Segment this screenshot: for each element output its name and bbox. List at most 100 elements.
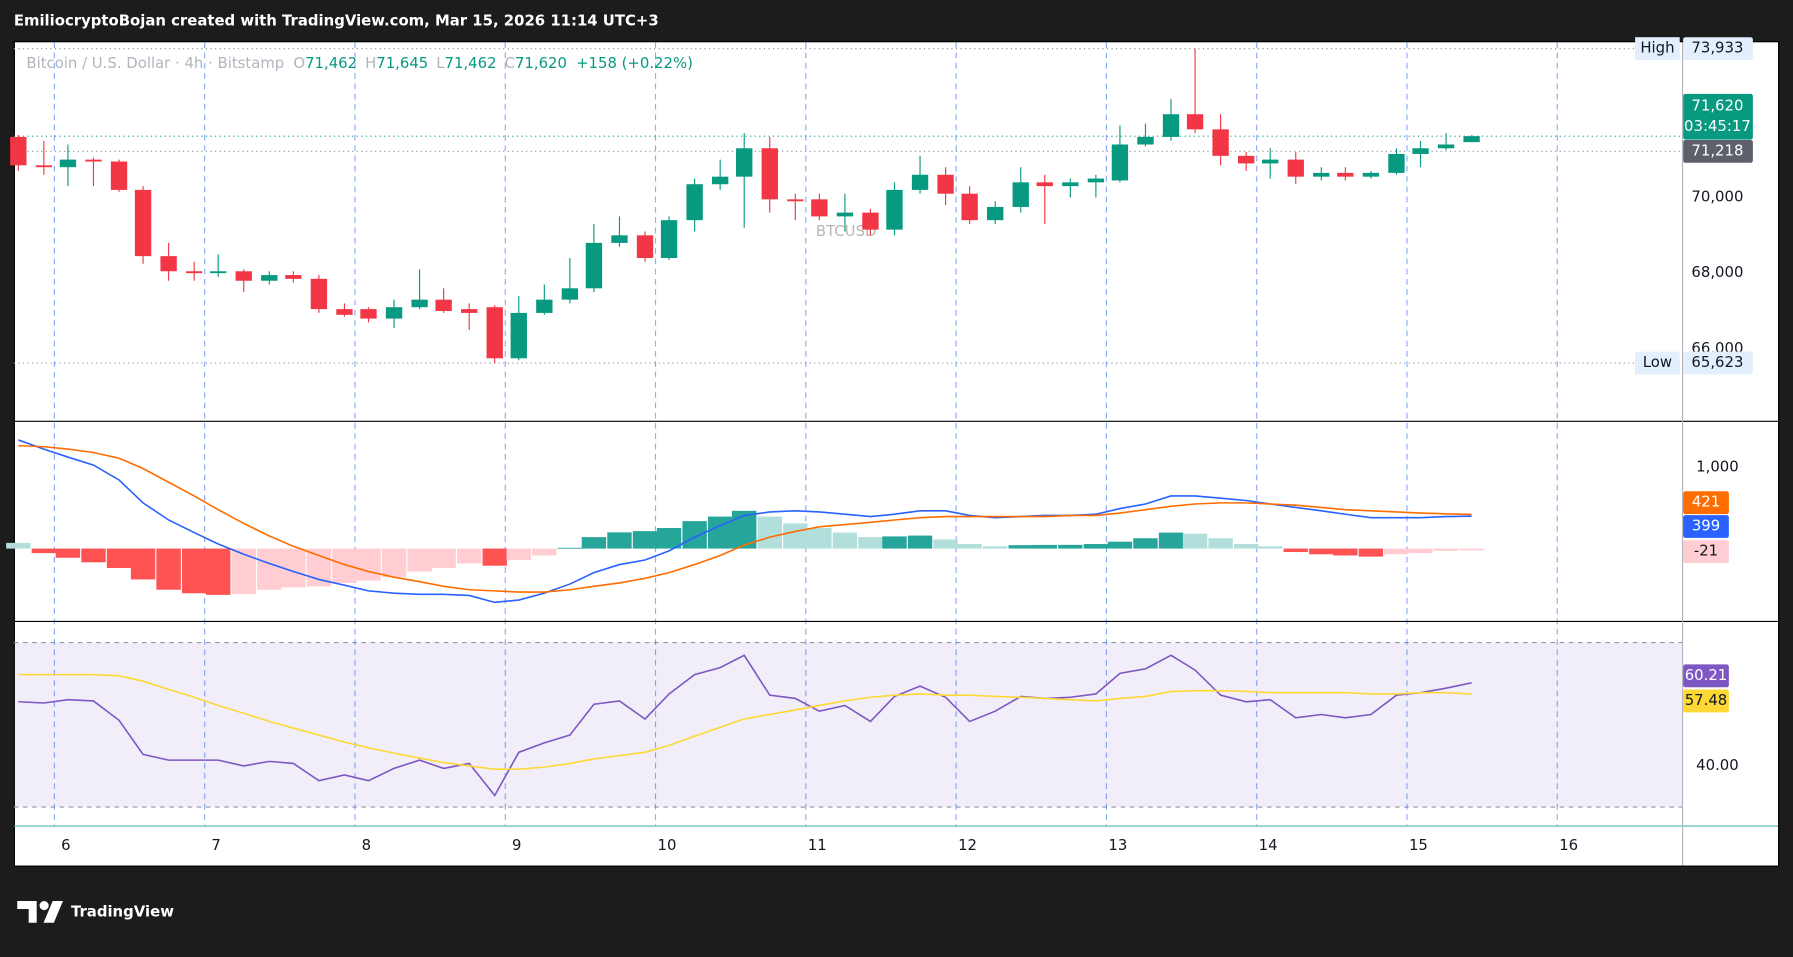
last-value-label: 421 [1692,493,1720,511]
logo-mark [17,900,37,923]
histogram-bar [1258,546,1283,549]
candle-body [937,174,954,194]
candle-body [310,278,328,310]
legend-value: 71,462 [305,54,357,72]
candle-body [1262,159,1279,164]
candle-body [160,256,177,272]
last-value-label: 60.21 [1685,666,1728,684]
candle-body [1463,136,1480,143]
candle-body [411,299,428,308]
candle-body [1337,172,1354,177]
histogram-bar [532,548,557,556]
candle-body [787,199,804,202]
histogram-bar [607,532,632,549]
x-tick-label: 10 [658,836,677,854]
legend-value: 71,645 [376,54,428,72]
candle-body [185,271,203,274]
candle-body [1111,144,1129,181]
candle-body [811,199,828,217]
price-name: High [1640,39,1674,57]
candle-body [35,165,53,168]
logo-slash [43,900,63,923]
watermark: BTCUSD [816,222,877,240]
histogram-bar [957,544,982,549]
histogram-bar [832,532,858,549]
histogram-bar [656,528,682,549]
histogram-bar [206,548,231,595]
legend-value: 71,620 [515,54,567,72]
histogram-bar [982,546,1008,549]
candle-body [987,206,1004,221]
candle-body [686,184,703,221]
x-tick-label: 16 [1559,836,1578,854]
candle-body [585,242,603,289]
histogram-bar [1058,544,1083,549]
candle-body [261,275,278,281]
candle-body [59,159,77,168]
x-tick-label: 7 [211,836,220,854]
histogram-bar [506,548,531,561]
candle-body [1036,182,1053,187]
candle-body [1162,114,1180,137]
candle-body [761,148,778,200]
histogram-bar [1107,541,1133,549]
candle-body [1237,155,1255,164]
histogram-bar [858,537,883,549]
x-tick-label: 14 [1259,836,1278,854]
candle-body [1212,129,1229,156]
histogram-bar [482,548,507,566]
candle-body [210,271,227,274]
candle-body [435,299,452,312]
candle-body [961,193,978,221]
histogram-bar [1358,548,1384,557]
y-tick-label: 40.00 [1696,756,1739,774]
candle-body [461,309,478,313]
series-line [18,439,1472,604]
candle-body [886,189,903,230]
price-name-box [1635,351,1680,375]
last-value-label: 57.48 [1685,691,1728,709]
price-label: 73,933 [1691,39,1743,57]
histogram-bar [1233,544,1259,549]
x-tick-label: 11 [808,836,827,854]
legend: Bitcoin / U.S. Dollar · 4h · Bitstamp O71… [26,54,693,72]
candle-body [110,161,128,190]
legend-change: +158 (+0.22%) [576,54,693,72]
last-value-box [1683,664,1729,688]
candle-body [711,176,729,185]
price-box [1683,351,1753,375]
legend-symbol: Bitcoin / U.S. Dollar · 4h · Bitstamp [26,54,284,72]
candle-body [836,212,854,217]
histogram-bar [1032,544,1057,549]
candle-body [385,307,403,319]
last-value-box [1683,491,1729,515]
price-box [1683,37,1753,61]
histogram-bar [933,539,958,549]
x-tick-label: 6 [61,836,70,854]
histogram-bar [257,548,282,590]
candle-body [1186,114,1204,130]
legend-key: C [505,54,515,72]
histogram-bar [1182,533,1208,549]
histogram-bar [156,548,181,590]
price-label: 71,218 [1691,141,1743,159]
candle-body [862,212,879,230]
price-box [1683,93,1753,140]
series-line [18,673,1472,770]
y-tick-label: 1,000 [1696,457,1739,475]
legend-value: 71,462 [445,54,497,72]
candle-body [1313,172,1330,177]
candle-body [611,235,628,243]
logo-dot [39,900,49,911]
candle-body [660,220,678,259]
candle-body [1412,148,1429,154]
histogram-bar [431,548,456,568]
candle-body [1362,172,1380,177]
histogram-bar [1133,538,1158,549]
histogram-bar [381,548,407,578]
x-tick-label: 8 [362,836,371,854]
histogram-bar [1083,544,1109,549]
candle-body [1287,159,1304,177]
